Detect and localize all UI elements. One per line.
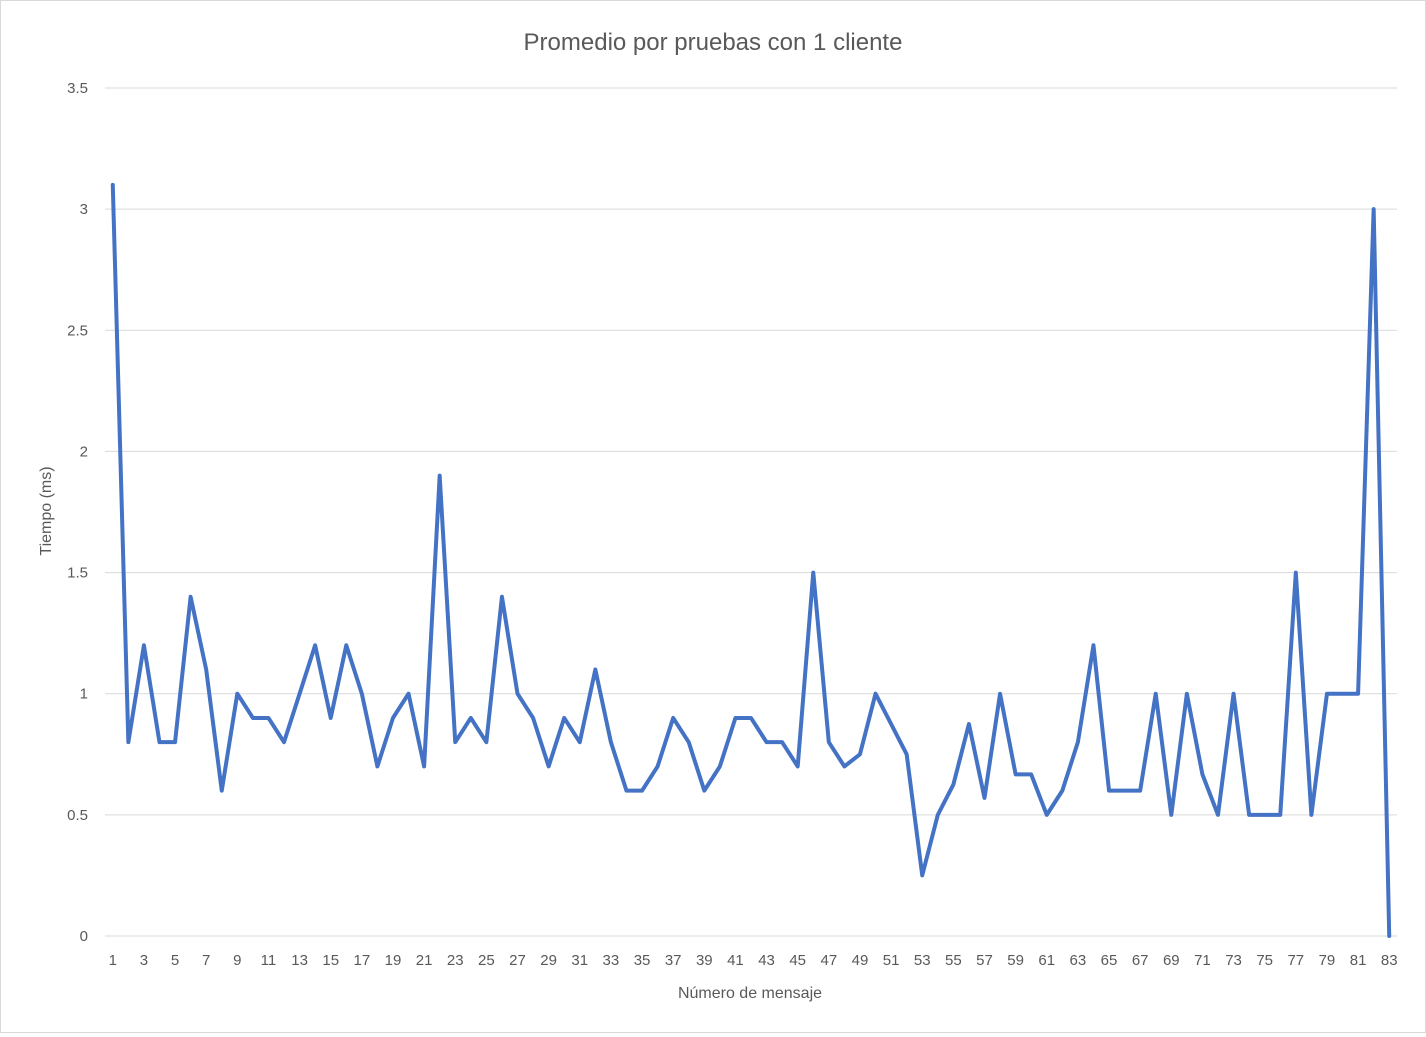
chart-title: Promedio por pruebas con 1 cliente <box>524 29 903 56</box>
gridlines <box>105 87 1397 937</box>
x-tick-label: 7 <box>202 952 210 969</box>
x-tick-label: 53 <box>914 952 931 969</box>
y-tick-label: 1.5 <box>67 565 88 582</box>
x-tick-label: 33 <box>603 952 620 969</box>
y-tick-labels: 0 0.5 1 1.5 2 2.5 3 3.5 <box>67 80 88 945</box>
x-tick-label: 11 <box>261 952 277 969</box>
x-tick-label: 81 <box>1350 952 1367 969</box>
x-tick-label: 73 <box>1225 952 1242 969</box>
x-tick-label: 29 <box>540 952 557 969</box>
x-tick-label: 15 <box>322 952 339 969</box>
x-tick-label: 59 <box>1007 952 1024 969</box>
x-tick-label: 37 <box>665 952 682 969</box>
x-tick-label: 31 <box>571 952 588 969</box>
y-tick-label: 2.5 <box>67 322 88 339</box>
x-tick-label: 25 <box>478 952 495 969</box>
x-tick-label: 43 <box>758 952 775 969</box>
series-layer <box>110 182 1392 938</box>
x-tick-label: 23 <box>447 952 464 969</box>
x-tick-label: 77 <box>1287 952 1304 969</box>
x-tick-label: 1 <box>109 952 117 969</box>
y-tick-label: 0.5 <box>67 807 88 824</box>
x-tick-label: 65 <box>1101 952 1118 969</box>
x-tick-label: 71 <box>1194 952 1211 969</box>
y-tick-label: 3 <box>80 201 88 218</box>
x-tick-label: 79 <box>1319 952 1336 969</box>
y-tick-label: 1 <box>80 686 88 703</box>
x-tick-label: 45 <box>789 952 806 969</box>
x-tick-label: 69 <box>1163 952 1180 969</box>
x-tick-labels: 1 3 5 7 9 11 13 15 17 19 21 23 25 27 29 31 33 35 37 39 41 43 4… <box>109 952 1398 969</box>
x-tick-label: 75 <box>1256 952 1273 969</box>
x-tick-label: 13 <box>291 952 308 969</box>
y-tick-label: 2 <box>80 443 88 460</box>
series-line-0 <box>110 182 1392 938</box>
x-tick-label: 35 <box>634 952 651 969</box>
x-axis-label: Número de mensaje <box>678 985 822 1002</box>
x-tick-label: 83 <box>1381 952 1398 969</box>
x-tick-label: 41 <box>727 952 744 969</box>
x-tick-label: 9 <box>233 952 241 969</box>
x-tick-label: 51 <box>883 952 900 969</box>
x-tick-label: 27 <box>509 952 526 969</box>
x-tick-label: 3 <box>140 952 148 969</box>
x-tick-label: 61 <box>1038 952 1055 969</box>
x-tick-label: 21 <box>416 952 433 969</box>
x-tick-label: 57 <box>976 952 993 969</box>
y-tick-label: 0 <box>80 928 88 945</box>
x-tick-label: 49 <box>852 952 869 969</box>
y-tick-label: 3.5 <box>67 80 88 97</box>
x-tick-label: 63 <box>1070 952 1087 969</box>
x-tick-label: 19 <box>385 952 402 969</box>
x-tick-label: 55 <box>945 952 962 969</box>
x-tick-label: 47 <box>820 952 837 969</box>
x-tick-label: 67 <box>1132 952 1149 969</box>
x-tick-label: 17 <box>353 952 370 969</box>
x-tick-label: 39 <box>696 952 713 969</box>
x-tick-label: 5 <box>171 952 179 969</box>
y-axis-label: Tiempo (ms) <box>38 466 55 555</box>
